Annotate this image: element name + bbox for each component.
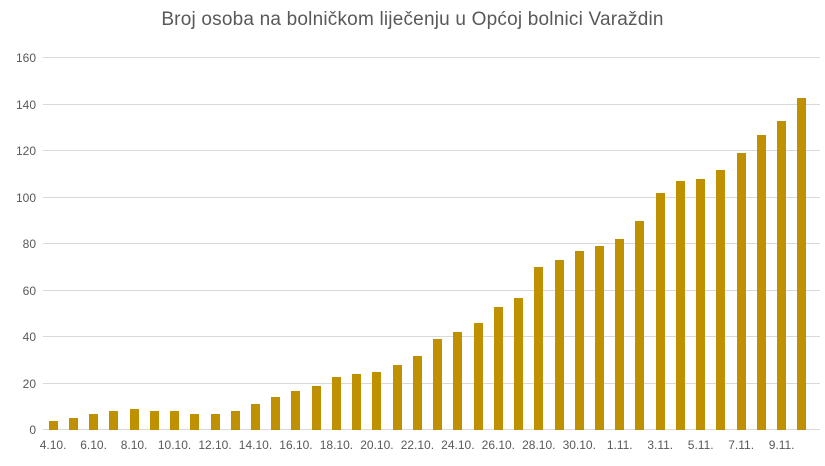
bar [756, 134, 766, 430]
bar [271, 397, 281, 430]
x-axis-tick-label: 4.10. [39, 438, 67, 452]
bar [230, 411, 240, 430]
bar [109, 411, 119, 430]
x-axis-tick-label: 24.10. [441, 438, 475, 452]
y-axis-tick-label: 20 [22, 376, 36, 391]
y-axis-tick-label: 120 [15, 144, 36, 158]
gridline [43, 382, 820, 384]
x-axis-tick-label: 22.10. [400, 438, 435, 452]
x-axis-tick-label: 9.11. [768, 438, 795, 452]
x-axis-tick-label: 7.11. [728, 438, 755, 452]
x-axis-line [43, 429, 820, 430]
bar [210, 413, 220, 430]
x-axis-tick-label: 1.11. [606, 438, 633, 452]
bar [797, 97, 807, 430]
y-axis-tick-label: 60 [22, 283, 36, 298]
x-axis-tick-label: 18.10. [319, 438, 354, 452]
x-axis-tick-label: 8.10. [120, 438, 148, 452]
bar [615, 239, 625, 430]
y-axis-tick-label: 40 [22, 330, 36, 344]
x-axis-tick-label: 14.10. [238, 438, 273, 452]
x-axis-tick-label: 30.10. [562, 438, 596, 452]
bar [48, 420, 58, 430]
y-axis-tick-label: 160 [15, 51, 36, 65]
x-axis-tick-label: 28.10. [522, 438, 556, 452]
bar [554, 260, 564, 430]
bar [655, 192, 665, 430]
bar [412, 355, 422, 430]
bar [473, 323, 483, 430]
bar [716, 169, 726, 430]
x-axis-tick-label: 3.11. [647, 438, 674, 452]
bar [514, 297, 524, 430]
x-axis-tick-label: 26.10. [481, 438, 516, 452]
bar [291, 390, 301, 430]
bar [675, 181, 685, 430]
gridline [43, 57, 820, 58]
y-axis-tick-label: 140 [15, 97, 36, 112]
bar [534, 267, 544, 430]
bar [372, 371, 382, 430]
y-axis-tick-label: 100 [15, 190, 36, 205]
bar [392, 364, 402, 430]
bar [574, 251, 584, 430]
bar [352, 374, 362, 430]
gridline [43, 196, 820, 198]
x-axis-tick-label: 6.10. [80, 438, 107, 452]
bar [696, 178, 706, 430]
gridline [43, 289, 820, 291]
bar [331, 376, 341, 430]
gridline [43, 150, 820, 151]
bar [170, 411, 180, 430]
bar [635, 220, 645, 430]
x-axis-tick-label: 20.10. [360, 438, 394, 452]
gridline [43, 336, 820, 337]
bars [43, 57, 812, 430]
y-axis-tick-label: 0 [29, 423, 36, 437]
bar [68, 418, 78, 430]
plot-area [43, 57, 820, 430]
y-axis-tick-label: 80 [22, 237, 36, 251]
bar [433, 339, 443, 430]
bar [149, 411, 159, 430]
chart-title: Broj osoba na bolničkom liječenju u Općo… [161, 9, 664, 30]
bar [190, 413, 200, 430]
x-axis-tick-label: 5.11. [687, 438, 714, 452]
bar [493, 306, 503, 430]
bar [777, 120, 787, 430]
x-axis-tick-label: 10.10. [157, 438, 192, 452]
bar [311, 385, 321, 430]
x-axis-tick-label: 16.10. [279, 438, 313, 452]
x-axis-tick-label: 12.10. [198, 438, 232, 452]
gridline [43, 243, 820, 244]
bar [453, 332, 463, 430]
bar [736, 153, 746, 430]
gridline [43, 103, 820, 105]
bar [250, 404, 260, 430]
bar [89, 413, 99, 430]
bar [129, 409, 139, 430]
bar [595, 246, 604, 430]
